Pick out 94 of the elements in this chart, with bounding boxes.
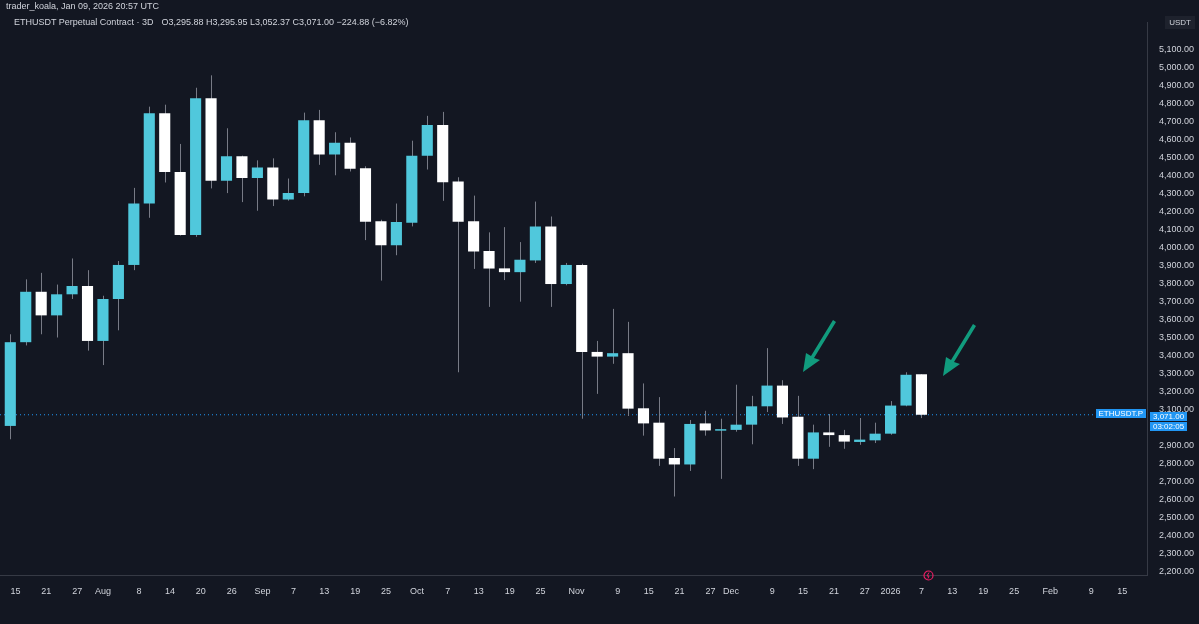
- candlestick: [838, 429, 850, 450]
- y-tick-label: 3,800.00: [1158, 277, 1195, 288]
- candlestick: [282, 178, 294, 202]
- x-tick-label: 25: [381, 586, 392, 597]
- y-tick-label: 4,400.00: [1158, 169, 1195, 180]
- y-tick-label: 3,600.00: [1158, 313, 1195, 324]
- x-tick-label: Feb: [1042, 586, 1058, 597]
- x-tick-label: 26: [226, 586, 237, 597]
- y-tick-label: 2,800.00: [1158, 458, 1195, 469]
- x-tick-label: 15: [1117, 586, 1128, 597]
- x-tick-label: 19: [350, 586, 361, 597]
- text: trader_koala, Jan 09, 2026 20:57 UTC: [6, 1, 160, 11]
- candlestick: [51, 284, 63, 339]
- candlestick: [66, 257, 78, 300]
- x-tick-label: Sep: [254, 586, 271, 597]
- x-tick-label: 27: [859, 586, 870, 597]
- x-tick-label: 13: [947, 586, 958, 597]
- x-tick-label: Nov: [568, 586, 586, 597]
- x-tick-label: 9: [769, 586, 775, 597]
- text: 3,071.00: [1149, 411, 1188, 421]
- candlestick: [715, 418, 727, 480]
- x-tick-label: 7: [445, 586, 451, 597]
- x-tick-label: 27: [72, 586, 83, 597]
- y-tick-label: 4,700.00: [1158, 115, 1195, 126]
- candlestick: [35, 272, 47, 335]
- x-tick-label: 15: [798, 586, 809, 597]
- candlestick: [637, 382, 650, 437]
- y-tick-label: 3,900.00: [1158, 259, 1195, 270]
- y-tick-label: 2,700.00: [1158, 476, 1195, 487]
- x-tick-label: 7: [918, 586, 924, 597]
- x-tick-label: 2026: [880, 586, 901, 597]
- x-tick-label: 9: [615, 586, 621, 597]
- y-tick-label: 2,600.00: [1158, 494, 1195, 505]
- x-tick-label: 8: [136, 586, 142, 597]
- y-tick-label: 4,100.00: [1158, 223, 1195, 234]
- y-tick-label: 4,800.00: [1158, 97, 1195, 108]
- y-tick-label: 2,300.00: [1158, 548, 1195, 559]
- y-axis-title: USDT: [1165, 16, 1195, 29]
- y-tick-label: 2,400.00: [1158, 530, 1195, 541]
- y-tick-label: 4,600.00: [1158, 133, 1195, 144]
- chart-title: ETHUSDT Perpetual Contract · 3D: [14, 17, 154, 27]
- x-tick-label: 21: [674, 586, 685, 597]
- y-tick-label: 4,300.00: [1158, 187, 1195, 198]
- candlestick: [823, 413, 835, 448]
- candlestick: [699, 410, 711, 437]
- x-tick-label: 15: [10, 586, 21, 597]
- x-tick-label: 27: [705, 586, 716, 597]
- candlestick: [607, 308, 619, 365]
- y-tick-label: 3,400.00: [1158, 350, 1195, 360]
- candlestick: [746, 395, 758, 445]
- x-tick-label: 9: [1088, 586, 1094, 597]
- candlestick: [483, 231, 495, 308]
- x-tick-label: Aug: [94, 586, 111, 597]
- candlestick: [560, 262, 572, 286]
- candlestick: [498, 226, 511, 281]
- x-tick-label: 15: [643, 586, 654, 597]
- y-tick-label: 2,900.00: [1158, 440, 1195, 451]
- x-tick-label: 25: [535, 586, 546, 597]
- y-tick-label: 4,000.00: [1158, 241, 1195, 252]
- y-tick-label: 4,900.00: [1158, 79, 1195, 90]
- y-tick-label: 5,100.00: [1158, 43, 1195, 54]
- y-tick-label: 3,200.00: [1158, 386, 1195, 397]
- candlestick: [730, 384, 742, 433]
- candlestick: [514, 241, 526, 303]
- y-tick-label: 3,300.00: [1158, 368, 1195, 379]
- candlestick: [329, 131, 341, 176]
- x-tick-label: Oct: [409, 586, 425, 597]
- x-tick-label: 7: [290, 586, 296, 597]
- x-tick-label: 13: [473, 586, 484, 597]
- y-tick-label: 2,500.00: [1158, 512, 1195, 523]
- candlestick: [251, 159, 263, 212]
- x-tick-label: 21: [41, 586, 52, 597]
- candlestick: [761, 347, 773, 413]
- y-tick-label: 3,700.00: [1158, 295, 1195, 306]
- candlestick: [390, 203, 402, 256]
- candlestick: [591, 340, 603, 395]
- annotation: O3,295.88 H3,295.95 L3,052.37 C3,071.00 −224.88 (−6.82%): [161, 17, 409, 27]
- x-tick-label: 14: [164, 586, 175, 597]
- x-tick-label: 21: [828, 586, 839, 597]
- y-tick-label: 3,500.00: [1158, 332, 1195, 342]
- ref-line-label: ETHUSDT.P: [1095, 408, 1146, 418]
- x-tick-label: 20: [195, 586, 206, 597]
- text: 03:02:05: [1149, 421, 1188, 431]
- y-tick-label: 2,200.00: [1158, 566, 1195, 577]
- y-tick-label: 4,200.00: [1158, 205, 1195, 216]
- x-tick-label: 25: [1009, 586, 1020, 597]
- x-tick-label: Dec: [722, 586, 740, 597]
- x-tick-label: 19: [504, 586, 515, 597]
- x-tick-label: 13: [319, 586, 330, 597]
- y-tick-label: 5,000.00: [1158, 61, 1195, 72]
- y-tick-label: 4,500.00: [1158, 151, 1195, 162]
- candlestick: [236, 155, 248, 203]
- x-tick-label: 19: [978, 586, 989, 597]
- candlestick: [668, 447, 680, 498]
